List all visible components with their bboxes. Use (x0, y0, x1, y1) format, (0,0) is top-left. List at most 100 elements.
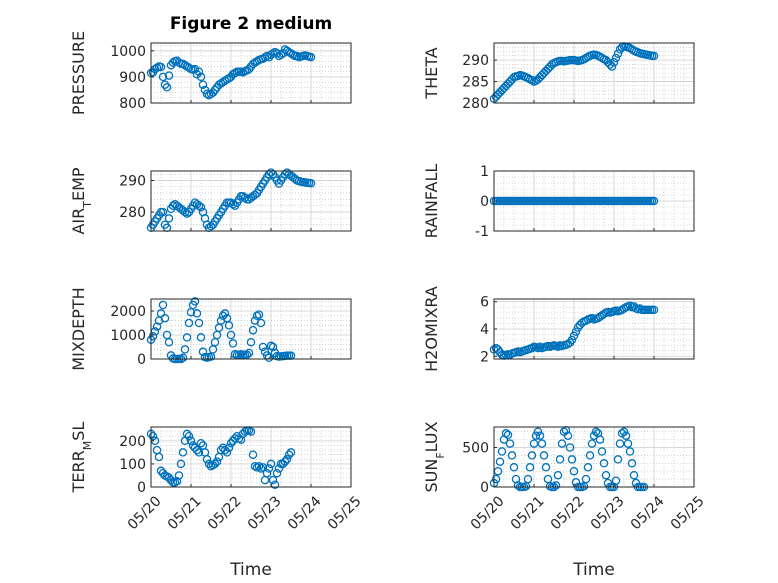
y-tick-label: 1000 (110, 44, 146, 60)
data-point (629, 470, 639, 480)
data-point (222, 448, 232, 457)
data-point (613, 455, 623, 464)
data-point (158, 207, 168, 217)
data-point (599, 309, 609, 319)
data-point (535, 342, 545, 351)
data-point (587, 313, 597, 323)
data-point (280, 457, 290, 466)
data-point (533, 343, 543, 353)
figure-title: Figure 2 medium (170, 14, 332, 34)
data-point (154, 452, 164, 462)
data-point (164, 71, 174, 80)
data-point (599, 459, 609, 468)
data-point (609, 58, 619, 67)
data-point (595, 435, 605, 444)
data-point (168, 201, 178, 210)
data-point (226, 330, 236, 340)
data-point (180, 345, 190, 354)
data-point (194, 201, 204, 210)
data-point (196, 72, 206, 82)
data-point (184, 63, 194, 73)
data-point (178, 448, 188, 457)
data-point (292, 51, 302, 61)
data-point (174, 471, 184, 480)
data-point (228, 199, 238, 209)
data-point (244, 64, 254, 74)
data-point (306, 179, 316, 188)
data-point (491, 474, 501, 484)
data-point (306, 52, 316, 62)
y-tick-label: 4 (480, 322, 489, 338)
data-point (272, 468, 282, 478)
data-point (649, 196, 659, 206)
axes-box (150, 170, 352, 232)
data-point (242, 350, 252, 359)
data-point (286, 448, 296, 457)
data-point (553, 342, 563, 351)
data-point (194, 448, 204, 457)
data-point (529, 439, 539, 448)
data-point (611, 53, 621, 63)
data-point (194, 67, 204, 76)
y-axis-label: H2OMIXRA (422, 286, 441, 372)
data-point (202, 89, 212, 99)
subplot-rainfall: -1 0 1 RAINFALL (422, 164, 695, 240)
data-point (248, 450, 258, 459)
y-tick-label: 200 (119, 434, 146, 450)
data-point (531, 431, 541, 440)
data-point (563, 431, 573, 440)
data-point (537, 439, 547, 448)
data-point (254, 461, 264, 471)
data-point (276, 50, 286, 59)
subplot-air-temp: 280 290 AIRTEMP (69, 167, 352, 235)
data-point (533, 427, 543, 436)
y-tick-label: 0 (137, 480, 146, 496)
y-tick-label: 2 (480, 349, 489, 365)
data-point (148, 331, 158, 341)
data-point (162, 83, 172, 92)
data-point (164, 214, 174, 223)
y-axis-label: SUNFLUX (422, 421, 447, 492)
data-point (571, 327, 581, 336)
data-point (178, 353, 188, 363)
data-point (613, 49, 623, 58)
data-point (224, 443, 234, 453)
data-point (569, 466, 579, 476)
y-axis-label: MIXDEPTH (69, 287, 88, 370)
subplot-theta: 280 285 290 THETA (422, 42, 695, 112)
data-point (246, 337, 256, 347)
data-point (284, 450, 294, 459)
data-point (611, 476, 621, 485)
data-point (282, 455, 292, 464)
data-point (627, 459, 637, 468)
y-tick-label: 6 (480, 295, 489, 311)
data-point (196, 438, 206, 448)
data-point (182, 429, 192, 439)
data-point (256, 318, 266, 328)
y-tick-label: 0 (137, 352, 146, 368)
data-point (541, 463, 551, 472)
axes-box (493, 426, 695, 488)
data-point (621, 431, 631, 440)
subplot-h2omixra: 2 4 6 H2OMIXRA (422, 286, 695, 372)
x-axis-label-left: Time (229, 560, 272, 580)
data-point (212, 457, 222, 466)
axes-box (150, 298, 352, 360)
data-point (585, 451, 595, 460)
data-point (220, 309, 230, 318)
y-tick-label: 1000 (110, 328, 146, 344)
y-axis-label: AIRTEMP (69, 167, 94, 234)
data-point (248, 325, 258, 335)
data-point (557, 439, 567, 448)
y-axis-label: PRESSURE (69, 31, 88, 115)
data-point (202, 455, 212, 464)
data-point (523, 474, 533, 484)
data-point (262, 468, 272, 478)
data-point (224, 321, 234, 330)
data-point (497, 447, 507, 456)
data-point (501, 429, 511, 438)
y-tick-label: 290 (119, 173, 146, 189)
data-point (198, 80, 208, 89)
data-point (176, 459, 186, 469)
